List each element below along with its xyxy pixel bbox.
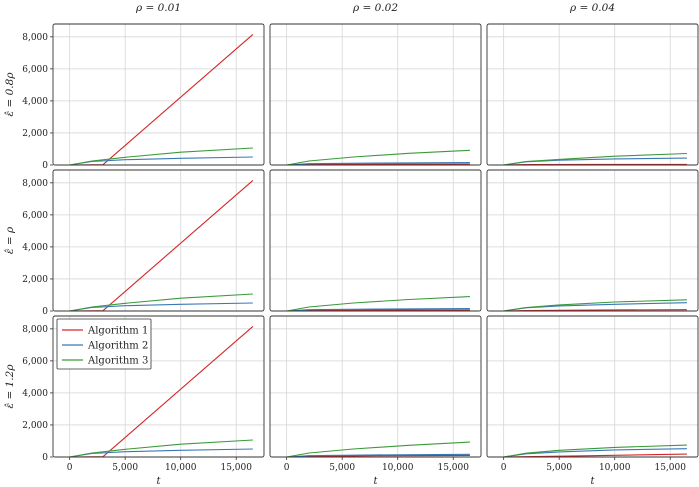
series-line-algorithm-3 — [69, 439, 253, 458]
panel-frame — [52, 315, 265, 458]
series-line-algorithm-1 — [69, 179, 254, 312]
series-line-algorithm-3 — [503, 444, 687, 458]
x-tick-label: 5,000 — [546, 463, 572, 473]
column-title: ρ = 0.04 — [569, 2, 615, 14]
x-tick-label: 10,000 — [165, 463, 197, 473]
row-title: ε̂ = 1.2ρ — [4, 364, 16, 409]
x-tick-label: 0 — [67, 463, 73, 473]
series-line-algorithm-3 — [503, 299, 687, 312]
x-tick-label: 15,000 — [220, 463, 252, 473]
y-tick-label: 4,000 — [22, 389, 48, 399]
y-tick-label: 2,000 — [22, 129, 48, 139]
y-tick-label: 6,000 — [22, 357, 48, 367]
legend-entry: Algorithm 3 — [87, 356, 148, 367]
series-line-algorithm-1 — [69, 33, 254, 166]
legend-entry: Algorithm 1 — [87, 326, 148, 337]
legend-entry: Algorithm 2 — [87, 341, 148, 352]
panel-frame — [269, 315, 482, 458]
y-tick-label: 8,000 — [22, 325, 48, 335]
panel-frame — [52, 169, 265, 312]
y-tick-label: 4,000 — [22, 97, 48, 107]
panel-frame — [486, 169, 699, 312]
x-axis-label: t — [590, 476, 595, 487]
y-tick-label: 8,000 — [22, 179, 48, 189]
y-tick-label: 2,000 — [22, 421, 48, 431]
series-line-algorithm-3 — [286, 149, 470, 166]
series-line-algorithm-2 — [69, 302, 253, 312]
x-tick-label: 15,000 — [437, 463, 469, 473]
series-line-algorithm-3 — [503, 152, 687, 166]
legend-box — [56, 318, 152, 370]
series-line-algorithm-2 — [286, 308, 470, 312]
x-tick-label: 5,000 — [329, 463, 355, 473]
panel-frame — [269, 169, 482, 312]
x-tick-label: 10,000 — [599, 463, 631, 473]
y-tick-label: 0 — [42, 161, 48, 171]
x-tick-label: 0 — [501, 463, 507, 473]
y-tick-label: 4,000 — [22, 243, 48, 253]
column-title: ρ = 0.01 — [135, 2, 181, 14]
y-tick-label: 6,000 — [22, 65, 48, 75]
series-line-algorithm-3 — [69, 293, 253, 312]
y-tick-label: 6,000 — [22, 211, 48, 221]
series-line-algorithm-3 — [286, 296, 470, 312]
series-line-algorithm-3 — [69, 147, 253, 166]
y-tick-label: 0 — [42, 307, 48, 317]
panel-frame — [486, 23, 699, 166]
y-tick-label: 8,000 — [22, 33, 48, 43]
panel-frame — [486, 315, 699, 458]
panel-frame — [269, 23, 482, 166]
y-tick-label: 0 — [42, 453, 48, 463]
series-line-algorithm-2 — [286, 453, 470, 458]
x-tick-label: 10,000 — [382, 463, 414, 473]
y-tick-label: 2,000 — [22, 275, 48, 285]
series-line-algorithm-2 — [69, 156, 253, 166]
x-axis-label: t — [373, 476, 378, 487]
x-tick-label: 5,000 — [112, 463, 138, 473]
series-line-algorithm-3 — [286, 441, 470, 458]
series-line-algorithm-2 — [69, 448, 253, 458]
series-line-algorithm-2 — [286, 162, 470, 166]
row-title: ε̂ = 0.8ρ — [4, 72, 16, 117]
x-tick-label: 0 — [284, 463, 290, 473]
column-title: ρ = 0.02 — [352, 2, 398, 14]
x-tick-label: 15,000 — [654, 463, 686, 473]
x-axis-label: t — [156, 476, 161, 487]
row-title: ε̂ = ρ — [4, 226, 16, 254]
panel-frame — [52, 23, 265, 166]
